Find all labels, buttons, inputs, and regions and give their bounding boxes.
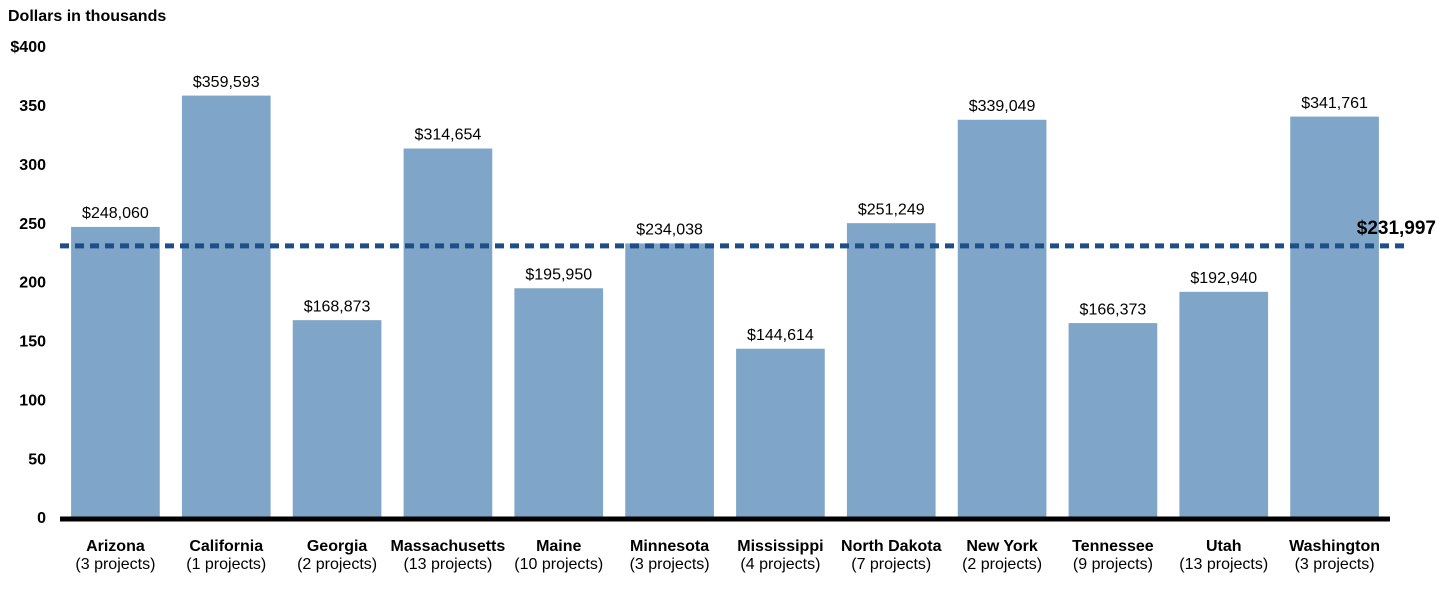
y-tick-label: 250 <box>19 216 46 233</box>
category-note: (7 projects) <box>851 556 932 573</box>
value-label: $248,060 <box>82 205 149 222</box>
bar <box>846 223 936 519</box>
bar <box>292 320 382 519</box>
y-tick-label: 350 <box>19 98 46 115</box>
x-tick-label: Georgia (2 projects) <box>285 538 389 574</box>
category-name: California <box>189 538 264 555</box>
x-tick-label: Mississippi (4 projects) <box>728 538 832 574</box>
category-name: Massachusetts <box>390 538 506 555</box>
bar <box>1179 291 1269 519</box>
y-tick-label: 150 <box>19 334 46 351</box>
bar <box>625 243 714 519</box>
category-note: (3 projects) <box>75 556 156 573</box>
x-tick-label: Utah (13 projects) <box>1172 538 1276 574</box>
x-tick-label: Massachusetts (13 projects) <box>391 538 506 574</box>
x-tick-label: Washington (3 projects) <box>1283 538 1387 574</box>
y-tick-label: $400 <box>10 39 46 56</box>
category-name: Mississippi <box>737 538 824 555</box>
x-tick-label: Arizona (3 projects) <box>63 538 167 574</box>
value-label: $168,873 <box>304 298 371 315</box>
bar <box>514 288 604 519</box>
category-name: Maine <box>536 538 582 555</box>
value-label: $314,654 <box>415 127 482 144</box>
bar <box>957 119 1047 519</box>
x-tick-label: New York (2 projects) <box>950 538 1054 574</box>
category-name: Arizona <box>86 538 145 555</box>
y-tick-label: 300 <box>19 157 46 174</box>
category-note: (1 projects) <box>186 556 267 573</box>
category-note: (13 projects) <box>403 556 493 573</box>
x-tick-label: Maine (10 projects) <box>507 538 611 574</box>
category-name: Washington <box>1289 538 1381 555</box>
category-name: North Dakota <box>841 538 942 555</box>
value-label: $195,950 <box>525 266 592 283</box>
category-name: Utah <box>1205 538 1242 555</box>
axis-title: Dollars in thousands <box>8 8 166 25</box>
x-tick-label: Minnesota (3 projects) <box>618 538 722 574</box>
value-label: $359,593 <box>193 74 260 91</box>
y-tick-label: 50 <box>28 451 46 468</box>
bar <box>736 348 825 519</box>
bar <box>181 95 271 520</box>
bar <box>71 226 160 519</box>
bar <box>1290 116 1379 520</box>
category-name: Minnesota <box>630 538 710 555</box>
y-tick-label: 100 <box>19 392 46 409</box>
value-label: $339,049 <box>969 98 1036 115</box>
x-tick-label: Tennessee (9 projects) <box>1061 538 1165 574</box>
value-label: $234,038 <box>636 222 703 239</box>
value-label: $192,940 <box>1190 270 1257 287</box>
category-note: (9 projects) <box>1072 556 1153 573</box>
category-note: (3 projects) <box>1294 556 1375 573</box>
value-label: $341,761 <box>1301 95 1368 112</box>
category-note: (10 projects) <box>514 556 604 573</box>
category-name: New York <box>966 538 1038 555</box>
category-name: Georgia <box>306 538 368 555</box>
category-note: (4 projects) <box>740 556 821 573</box>
x-tick-label: California (1 projects) <box>174 538 278 574</box>
average-label: $231,997 <box>1357 218 1436 239</box>
y-tick-label: 0 <box>37 510 46 527</box>
value-label: $144,614 <box>747 327 814 344</box>
value-label: $251,249 <box>858 201 925 218</box>
y-tick-label: 200 <box>19 275 46 292</box>
category-note: (2 projects) <box>297 556 378 573</box>
bar <box>403 148 493 519</box>
category-name: Tennessee <box>1072 538 1154 555</box>
category-note: (2 projects) <box>962 556 1043 573</box>
category-note: (3 projects) <box>629 556 710 573</box>
value-label: $166,373 <box>1080 301 1147 318</box>
category-note: (13 projects) <box>1179 556 1269 573</box>
bar <box>1068 323 1158 519</box>
x-tick-label: North Dakota (7 projects) <box>839 538 943 574</box>
